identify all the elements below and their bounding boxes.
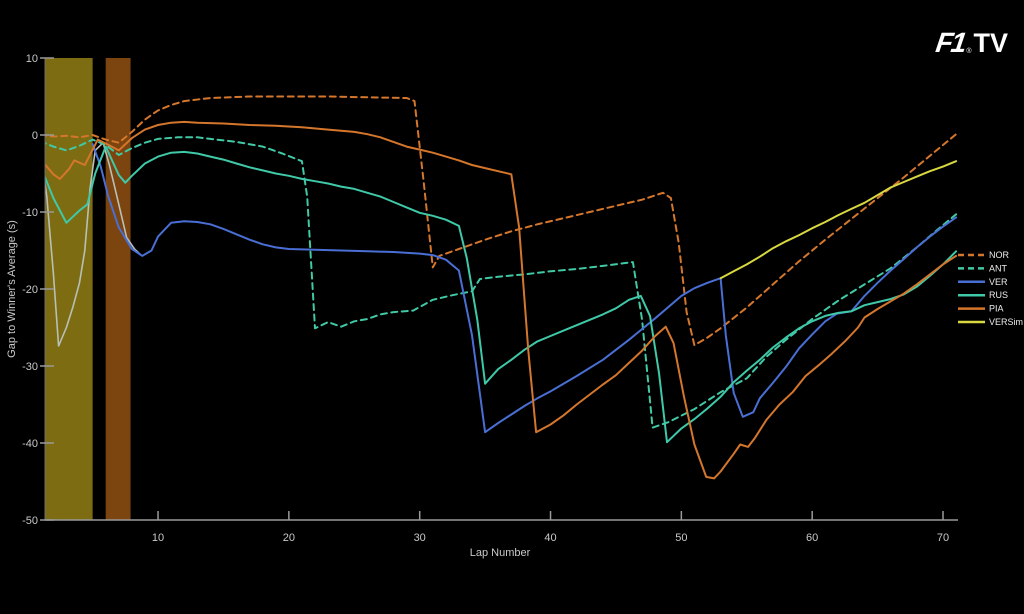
y-tick-label: -20 — [22, 284, 38, 296]
legend-label-ANT: ANT — [989, 263, 1008, 273]
f1-tv-logo: F1 ® TV — [933, 27, 1008, 59]
series-line-RUS — [45, 145, 958, 444]
highlight-band-laps-6-8 — [105, 58, 131, 520]
series-line-ANT — [45, 136, 958, 429]
x-tick-label: 10 — [152, 532, 164, 544]
legend-label-VER: VER — [989, 277, 1008, 287]
series-line-NOR — [45, 95, 958, 347]
x-tick-label: 30 — [414, 532, 426, 544]
series-line-PIA — [45, 120, 958, 480]
x-tick-label: 70 — [937, 532, 949, 544]
x-tick-label: 20 — [283, 532, 295, 544]
series-line-VERstint1 — [45, 141, 142, 347]
f1-logo-mark: F1 — [933, 27, 967, 58]
legend-label-NOR: NOR — [989, 250, 1010, 260]
x-axis-title: Lap Number — [470, 547, 531, 559]
axes: 10 20 30 40 50 60 70 10 0 -10 -20 -30 -40 -50 — [22, 53, 958, 544]
x-tick-label: 50 — [675, 532, 687, 544]
chart-title: What If - VER no 2nd stop — [38, 29, 220, 45]
y-tick-label: -50 — [22, 515, 38, 527]
y-tick-label: -30 — [22, 361, 38, 373]
legend-label-PIA: PIA — [989, 304, 1004, 314]
y-tick-label: 0 — [32, 130, 38, 142]
legend-label-RUS: RUS — [989, 290, 1008, 300]
series-line-VER — [91, 143, 958, 434]
registered-mark-icon: ® — [966, 48, 972, 55]
highlight-bands — [45, 58, 131, 520]
x-tick-label: 40 — [544, 532, 556, 544]
legend-label-VERSim: VERSim — [989, 317, 1023, 327]
tv-logo-text: TV — [973, 27, 1008, 58]
y-axis-title: Gap to Winner's Average (s) — [6, 220, 18, 358]
y-tick-label: -10 — [22, 207, 38, 219]
x-tick-label: 60 — [806, 532, 818, 544]
y-tick-label: -40 — [22, 438, 38, 450]
series-line-VERSim — [719, 160, 958, 280]
y-tick-label: 10 — [26, 53, 38, 65]
series-lines — [45, 95, 958, 480]
legend: NOR ANT VER RUS PIA VERSim — [958, 250, 1023, 327]
